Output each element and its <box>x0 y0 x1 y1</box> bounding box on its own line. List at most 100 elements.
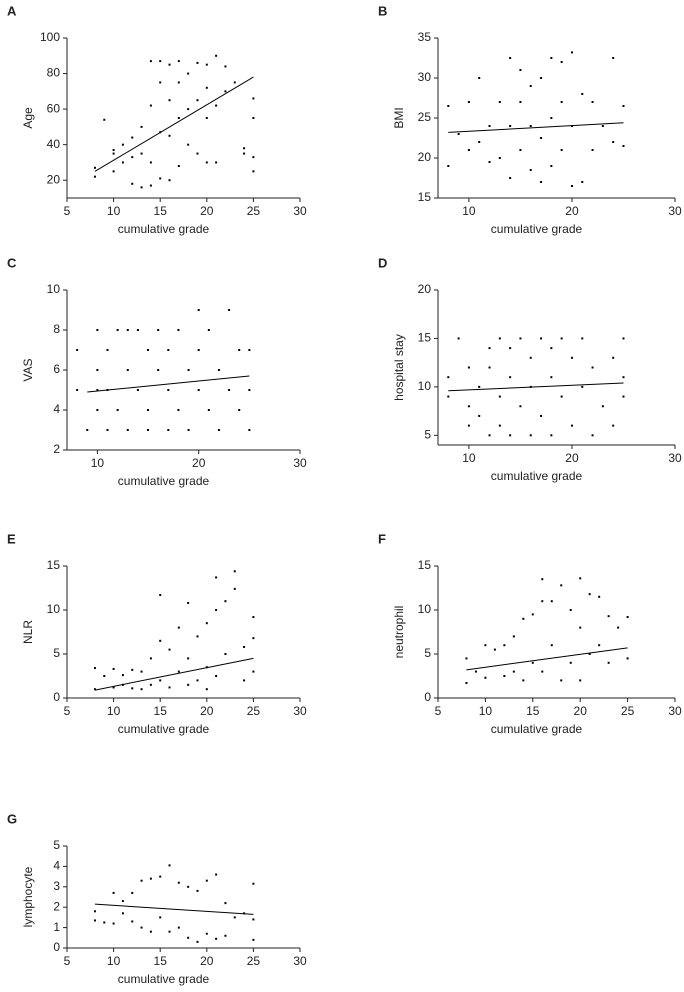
point <box>243 147 246 150</box>
point <box>121 161 124 164</box>
point <box>488 434 491 437</box>
point <box>187 72 190 75</box>
point <box>457 133 460 135</box>
point <box>177 117 180 119</box>
point <box>488 366 491 369</box>
point <box>465 682 468 685</box>
fit-line <box>94 76 254 172</box>
point <box>159 679 162 682</box>
point <box>560 395 563 398</box>
point <box>519 101 522 103</box>
point <box>224 902 227 905</box>
point <box>224 600 227 603</box>
point <box>550 117 553 119</box>
point <box>205 86 208 89</box>
point <box>457 337 460 340</box>
point <box>550 600 553 603</box>
point <box>93 175 96 178</box>
point <box>187 369 190 371</box>
panel-letter: F <box>378 531 386 546</box>
point <box>126 429 129 431</box>
point <box>215 104 218 107</box>
point <box>196 679 199 682</box>
point <box>509 57 512 59</box>
point <box>509 434 512 437</box>
point <box>207 409 210 411</box>
point <box>252 637 255 640</box>
point <box>167 389 170 391</box>
point <box>560 584 563 587</box>
point <box>217 369 220 371</box>
point <box>159 639 162 642</box>
point <box>550 644 553 647</box>
point <box>93 688 96 691</box>
x-tick-label: 10 <box>479 704 493 718</box>
point <box>626 657 629 660</box>
point <box>509 347 512 350</box>
point <box>215 161 218 164</box>
x-tick-label: 20 <box>565 451 579 465</box>
y-tick-label: 5 <box>53 838 60 852</box>
point <box>540 77 543 79</box>
x-tick-label: 15 <box>526 704 540 718</box>
y-tick-label: 20 <box>418 150 432 164</box>
point <box>467 149 470 151</box>
y-tick-label: 40 <box>47 137 61 151</box>
point <box>478 141 481 143</box>
y-axis-label: BMI <box>392 107 406 128</box>
point <box>187 683 190 686</box>
y-axis-label: lymphocyte <box>21 866 35 927</box>
point <box>86 429 89 431</box>
point <box>447 395 450 398</box>
point <box>601 405 604 408</box>
point <box>131 668 134 671</box>
point <box>252 882 255 885</box>
point <box>215 609 218 611</box>
point <box>512 635 515 638</box>
point <box>131 156 134 159</box>
point <box>168 99 171 102</box>
x-tick-label: 10 <box>462 204 476 218</box>
y-tick-label: 5 <box>424 427 431 441</box>
point <box>541 578 544 581</box>
point <box>149 683 152 686</box>
point <box>541 600 544 603</box>
y-tick-label: 4 <box>53 859 60 873</box>
panel-letter: C <box>7 255 17 270</box>
point <box>121 900 124 903</box>
y-tick-label: 80 <box>47 66 61 80</box>
point <box>252 156 255 159</box>
panel-letter: G <box>7 811 17 826</box>
point <box>540 137 543 139</box>
point <box>447 165 450 167</box>
y-tick-label: 20 <box>47 172 61 186</box>
y-tick-label: 15 <box>47 558 61 572</box>
point <box>622 105 625 107</box>
point <box>205 932 208 935</box>
point <box>215 937 218 940</box>
point <box>187 108 190 111</box>
point <box>591 434 594 437</box>
x-tick-label: 5 <box>64 954 71 968</box>
point <box>106 349 109 351</box>
point <box>224 934 227 937</box>
point <box>149 104 152 107</box>
point <box>550 434 553 437</box>
point <box>579 577 582 580</box>
point <box>601 125 604 127</box>
point <box>467 101 470 103</box>
point <box>112 891 115 894</box>
point <box>106 429 109 431</box>
point <box>622 395 625 398</box>
point <box>612 356 615 359</box>
panel-letter: E <box>7 531 16 546</box>
point <box>498 424 501 427</box>
x-axis-label: cumulative grade <box>491 722 583 736</box>
point <box>196 152 199 155</box>
point <box>252 938 255 941</box>
x-axis-label: cumulative grade <box>118 474 210 488</box>
point <box>167 429 170 431</box>
point <box>540 337 543 340</box>
y-tick-label: 15 <box>418 558 432 572</box>
y-tick-label: 0 <box>53 690 60 704</box>
